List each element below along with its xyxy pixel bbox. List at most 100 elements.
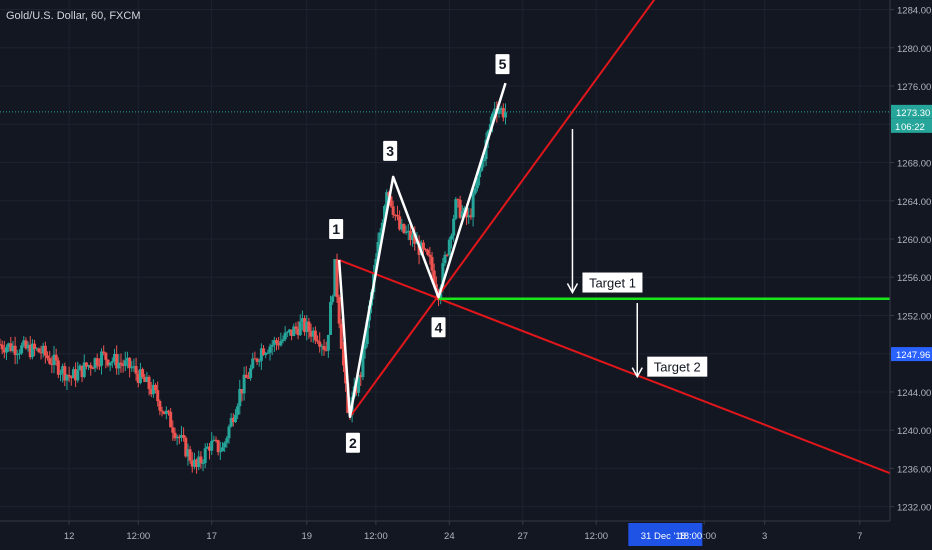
candle-body xyxy=(82,362,86,377)
wave-label-box xyxy=(495,54,510,75)
candle-body xyxy=(236,406,240,415)
candle-body xyxy=(11,345,15,351)
time-tick-label: 12:00 xyxy=(584,531,608,542)
candle-body xyxy=(391,206,395,215)
candle-body xyxy=(115,353,119,369)
candle-body xyxy=(177,436,181,438)
candle-body xyxy=(229,417,233,427)
candle-body xyxy=(143,376,147,382)
cursor-date-label: 31 Dec '18 xyxy=(641,531,686,542)
candle-body xyxy=(404,231,408,233)
candle-body xyxy=(428,254,432,257)
candle-body xyxy=(201,462,205,464)
candle-body xyxy=(182,434,186,438)
candle-body xyxy=(0,344,4,350)
candle-body xyxy=(251,358,255,369)
candle-body xyxy=(145,376,149,382)
candle-body xyxy=(296,328,300,336)
candle-body xyxy=(320,346,324,348)
candle-body xyxy=(13,345,17,355)
candle-body xyxy=(136,373,140,383)
candle-body xyxy=(460,211,464,218)
candle-body xyxy=(309,331,313,337)
time-tick-label: 19 xyxy=(301,531,312,542)
price-tick-label: 1232.00 xyxy=(897,503,931,514)
time-tick-label: 24 xyxy=(444,531,455,542)
candle-body xyxy=(458,199,462,218)
candle-body xyxy=(112,353,116,362)
candle-body xyxy=(52,354,56,365)
candle-body xyxy=(156,390,160,402)
candle-body xyxy=(87,365,91,367)
candle-body xyxy=(272,340,276,345)
candle-body xyxy=(389,196,393,207)
candle-body xyxy=(154,384,158,391)
time-tick-label: 17 xyxy=(206,531,217,542)
candle-body xyxy=(275,340,279,343)
candle-body xyxy=(426,249,430,255)
candle-body xyxy=(262,348,266,356)
candle-body xyxy=(30,343,34,358)
candle-body xyxy=(210,440,214,451)
time-tick-label: 7 xyxy=(857,531,862,542)
candle-body xyxy=(225,438,229,443)
candle-body xyxy=(100,351,104,366)
candle-body xyxy=(41,345,45,354)
candle-body xyxy=(104,352,108,360)
candle-body xyxy=(298,321,302,336)
candle-body xyxy=(119,362,123,365)
candle-body xyxy=(192,459,196,467)
candle-body xyxy=(266,352,270,354)
current-price-tag xyxy=(891,104,932,119)
candle-body xyxy=(249,368,253,379)
candle-body xyxy=(361,349,365,378)
candle-body xyxy=(473,188,477,194)
candle-body xyxy=(121,364,125,366)
candle-body xyxy=(43,345,47,356)
candle-body xyxy=(499,108,503,111)
candle-body xyxy=(292,326,296,336)
candle-body xyxy=(398,216,402,230)
target-1: Target 1 xyxy=(566,129,643,295)
candle-body xyxy=(71,369,75,379)
candle-body xyxy=(393,214,397,216)
candle-body xyxy=(147,376,151,390)
price-tick-label: 1260.00 xyxy=(897,235,931,246)
candle-body xyxy=(110,361,114,363)
candle-body xyxy=(61,366,65,374)
candle-body xyxy=(221,447,224,452)
candle-body xyxy=(69,376,73,379)
price-tick-label: 1280.00 xyxy=(897,44,931,55)
candle-body xyxy=(380,222,384,233)
candle-body xyxy=(169,411,173,428)
candle-body xyxy=(246,377,250,379)
candle-body xyxy=(454,199,458,219)
candle-body xyxy=(102,351,106,353)
candle-body xyxy=(447,239,451,256)
candle-body xyxy=(497,110,501,114)
time-tick-label: 3 xyxy=(762,531,767,542)
candle-body xyxy=(430,256,434,271)
countdown-tag xyxy=(891,118,932,133)
candle-body xyxy=(445,254,449,256)
candle-body xyxy=(402,223,406,233)
candle-body xyxy=(383,205,387,223)
candle-body xyxy=(411,234,415,240)
candle-body xyxy=(190,460,194,467)
candle-body xyxy=(35,348,39,350)
candle-body xyxy=(283,332,287,340)
candle-body xyxy=(7,343,11,348)
candle-body xyxy=(294,326,298,329)
candle-body xyxy=(212,439,216,441)
wave-label-box xyxy=(329,219,344,240)
candle-body xyxy=(242,374,246,394)
candle-body xyxy=(20,345,24,354)
time-tick-label: 12 xyxy=(64,531,75,542)
candle-body xyxy=(56,360,60,375)
candle-body xyxy=(65,374,69,381)
wave-label-4: 4 xyxy=(431,317,446,338)
candle-body xyxy=(471,193,475,218)
candle-body xyxy=(480,161,484,171)
